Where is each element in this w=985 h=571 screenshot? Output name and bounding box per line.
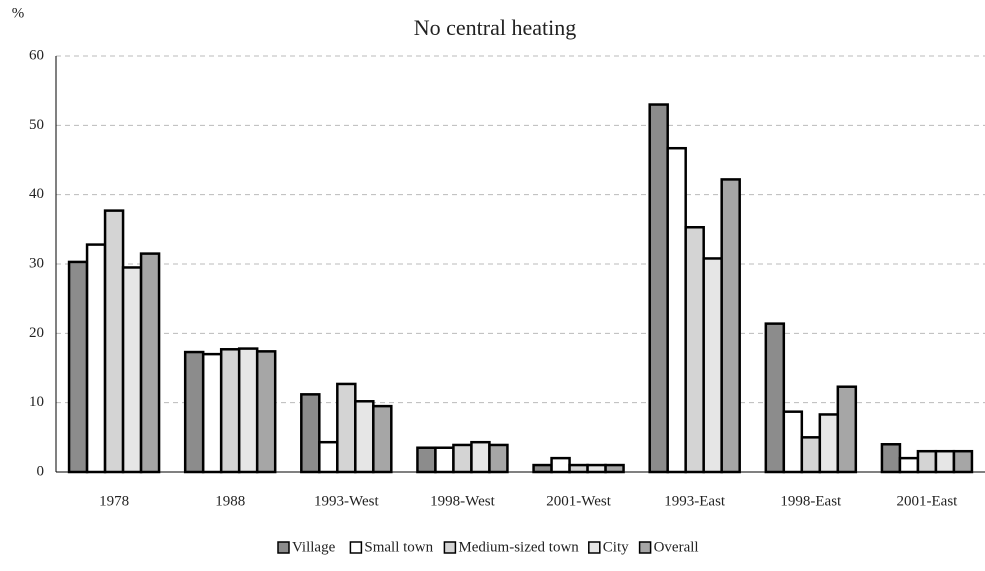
legend-swatch [638, 541, 652, 554]
bar [568, 463, 589, 474]
x-tick-label: 1978 [99, 493, 129, 509]
bar [139, 252, 161, 474]
x-tick-label: 2001-West [546, 493, 611, 509]
bar [452, 443, 473, 474]
bar [237, 347, 259, 474]
y-tick-label: 10 [29, 394, 44, 410]
legend-swatch [349, 541, 363, 554]
bar [354, 400, 375, 474]
bar [416, 446, 437, 474]
y-tick-label: 0 [37, 463, 45, 479]
bar [836, 385, 858, 474]
bar [121, 266, 143, 474]
y-tick-label: 30 [29, 255, 44, 271]
bar [684, 226, 705, 474]
bar [666, 146, 687, 474]
legend-swatch [588, 541, 601, 554]
bar [85, 243, 107, 474]
legend-swatch [443, 541, 457, 554]
bar [720, 178, 741, 474]
bar [934, 449, 956, 474]
x-tick-label: 2001-East [897, 493, 959, 509]
legend-label: City [603, 539, 629, 555]
y-tick-label: 20 [29, 325, 44, 341]
bar [201, 352, 223, 474]
bar [336, 382, 357, 474]
bar [764, 322, 786, 474]
bar [586, 463, 607, 474]
y-tick-label: 50 [29, 117, 44, 133]
bar [488, 443, 509, 474]
legend-label: Village [292, 539, 336, 555]
bar [318, 440, 339, 474]
x-tick-label: 1998-East [780, 493, 842, 509]
y-axis-label: % [12, 5, 25, 21]
bar [818, 413, 840, 474]
bar [782, 410, 804, 474]
bar [550, 456, 571, 474]
bar [103, 209, 125, 474]
bar [532, 463, 553, 474]
x-tick-label: 1998-West [430, 493, 495, 509]
bar [952, 449, 974, 474]
bar [219, 348, 241, 474]
bar [67, 260, 89, 474]
legend-label: Overall [654, 539, 699, 555]
legend-label: Medium-sized town [458, 539, 579, 555]
legend-label: Small town [364, 539, 433, 555]
chart-title: No central heating [414, 15, 577, 40]
bar [434, 446, 455, 474]
bar [300, 393, 321, 474]
bar [898, 456, 920, 474]
bar [648, 103, 669, 474]
x-tick-label: 1993-East [664, 493, 726, 509]
x-tick-label: 1993-West [314, 493, 379, 509]
legend-swatch [277, 541, 290, 554]
bar [916, 449, 938, 474]
bar [372, 404, 393, 474]
bar [183, 350, 205, 474]
bar [880, 443, 902, 474]
y-tick-label: 40 [29, 186, 44, 202]
bar [470, 440, 491, 474]
x-tick-label: 1988 [215, 493, 245, 509]
y-tick-label: 60 [29, 47, 44, 63]
bar [800, 436, 822, 474]
bar [255, 350, 277, 474]
bar [604, 463, 625, 474]
bar [702, 257, 723, 474]
